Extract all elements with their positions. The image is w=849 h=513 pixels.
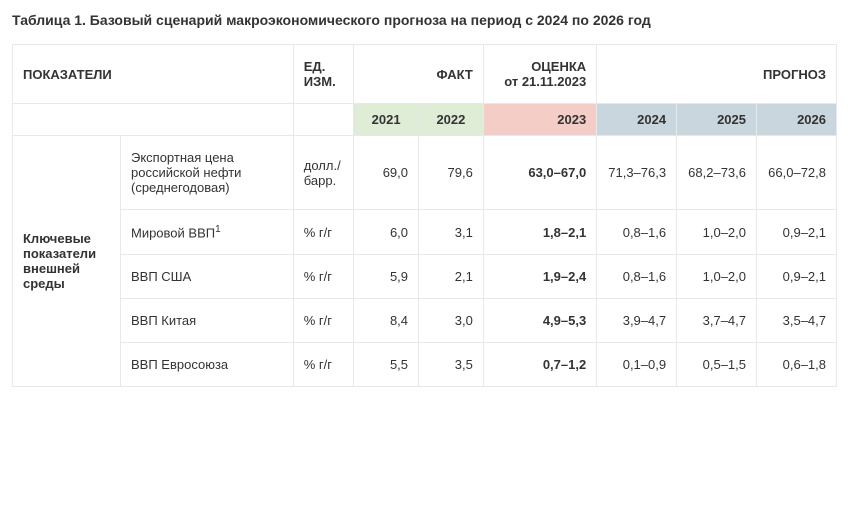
indicator-name: ВВП Китая	[120, 299, 293, 343]
year-2024: 2024	[597, 104, 677, 136]
val-2024: 71,3–76,3	[597, 136, 677, 210]
table-row: ВВП Китая % г/г 8,4 3,0 4,9–5,3 3,9–4,7 …	[13, 299, 837, 343]
val-2022: 2,1	[419, 255, 484, 299]
val-2026: 0,9–2,1	[757, 255, 837, 299]
unit-cell: % г/г	[293, 343, 353, 387]
hdr-indicators: ПОКАЗАТЕЛИ	[13, 45, 294, 104]
indicator-name: Мировой ВВП1	[120, 210, 293, 255]
year-2025: 2025	[677, 104, 757, 136]
year-2022: 2022	[419, 104, 484, 136]
val-2021: 8,4	[354, 299, 419, 343]
val-est: 1,8–2,1	[483, 210, 596, 255]
val-2022: 3,5	[419, 343, 484, 387]
val-est: 63,0–67,0	[483, 136, 596, 210]
val-2021: 5,5	[354, 343, 419, 387]
val-2026: 3,5–4,7	[757, 299, 837, 343]
val-2024: 0,8–1,6	[597, 210, 677, 255]
unit-cell: % г/г	[293, 210, 353, 255]
indicator-name: ВВП Евросоюза	[120, 343, 293, 387]
unit-cell: % г/г	[293, 255, 353, 299]
val-2025: 1,0–2,0	[677, 210, 757, 255]
val-2025: 0,5–1,5	[677, 343, 757, 387]
hdr-estimate: ОЦЕНКА от 21.11.2023	[483, 45, 596, 104]
val-2026: 66,0–72,8	[757, 136, 837, 210]
val-2025: 1,0–2,0	[677, 255, 757, 299]
unit-cell: % г/г	[293, 299, 353, 343]
table-title: Таблица 1. Базовый сценарий макроэкономи…	[12, 12, 837, 28]
val-est: 4,9–5,3	[483, 299, 596, 343]
unit-cell: долл./барр.	[293, 136, 353, 210]
val-2022: 79,6	[419, 136, 484, 210]
table-row: Мировой ВВП1 % г/г 6,0 3,1 1,8–2,1 0,8–1…	[13, 210, 837, 255]
indicator-name: Экспортная цена российской нефти (средне…	[120, 136, 293, 210]
indicator-name: ВВП США	[120, 255, 293, 299]
val-2026: 0,9–2,1	[757, 210, 837, 255]
hdr-fact: ФАКТ	[354, 45, 484, 104]
val-2021: 69,0	[354, 136, 419, 210]
hdr-estimate-l2: от 21.11.2023	[504, 74, 586, 89]
hdr-forecast: ПРОГНОЗ	[597, 45, 837, 104]
val-est: 0,7–1,2	[483, 343, 596, 387]
val-2024: 0,8–1,6	[597, 255, 677, 299]
year-2021: 2021	[354, 104, 419, 136]
val-2024: 0,1–0,9	[597, 343, 677, 387]
forecast-table: ПОКАЗАТЕЛИ ЕД. ИЗМ. ФАКТ ОЦЕНКА от 21.11…	[12, 44, 837, 387]
val-2025: 68,2–73,6	[677, 136, 757, 210]
hdr-unit: ЕД. ИЗМ.	[293, 45, 353, 104]
val-est: 1,9–2,4	[483, 255, 596, 299]
footnote-ref: 1	[215, 224, 221, 235]
year-2023: 2023	[483, 104, 596, 136]
val-2022: 3,1	[419, 210, 484, 255]
table-row: Ключевые показатели внешней среды Экспор…	[13, 136, 837, 210]
val-2026: 0,6–1,8	[757, 343, 837, 387]
val-2021: 5,9	[354, 255, 419, 299]
val-2024: 3,9–4,7	[597, 299, 677, 343]
spacer-row: 2021 2022 2023 2024 2025 2026	[13, 104, 837, 136]
val-2022: 3,0	[419, 299, 484, 343]
year-2026: 2026	[757, 104, 837, 136]
table-row: ВВП США % г/г 5,9 2,1 1,9–2,4 0,8–1,6 1,…	[13, 255, 837, 299]
header-row-1: ПОКАЗАТЕЛИ ЕД. ИЗМ. ФАКТ ОЦЕНКА от 21.11…	[13, 45, 837, 104]
category-label: Ключевые показатели внешней среды	[13, 136, 121, 387]
table-row: ВВП Евросоюза % г/г 5,5 3,5 0,7–1,2 0,1–…	[13, 343, 837, 387]
val-2021: 6,0	[354, 210, 419, 255]
hdr-estimate-l1: ОЦЕНКА	[531, 59, 586, 74]
val-2025: 3,7–4,7	[677, 299, 757, 343]
